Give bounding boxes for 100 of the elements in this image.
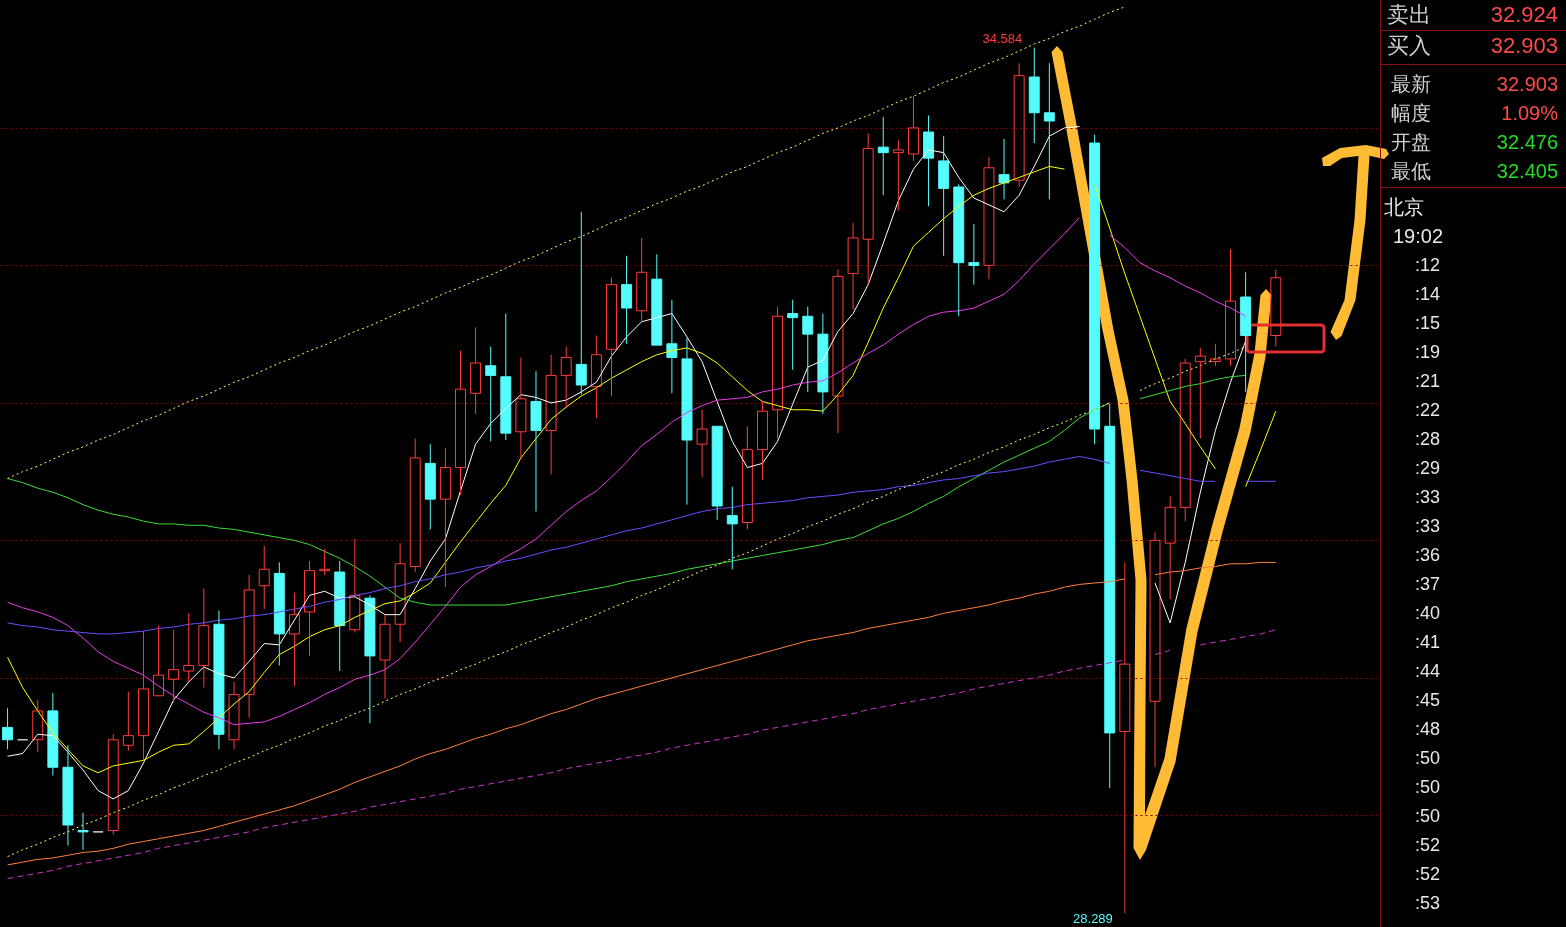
candlestick xyxy=(394,542,406,643)
category-label: 开盘 xyxy=(1391,129,1431,156)
text: 32.903 xyxy=(1490,33,1558,58)
text: :50 xyxy=(1415,747,1441,770)
candlestick xyxy=(137,630,149,761)
candlestick xyxy=(1179,358,1191,522)
candlestick xyxy=(847,222,859,310)
candlestick xyxy=(515,357,527,460)
candlestick xyxy=(485,346,497,442)
candlestick xyxy=(862,132,874,286)
candlestick xyxy=(636,237,648,323)
candlestick xyxy=(606,277,617,397)
text: :41 xyxy=(1415,631,1441,654)
candlestick xyxy=(1043,62,1055,200)
candlestick xyxy=(168,629,180,704)
candlestick xyxy=(726,486,738,570)
candlestick xyxy=(273,561,285,667)
text: :50 xyxy=(1415,805,1441,828)
text: :52 xyxy=(1415,863,1441,886)
candlestick xyxy=(107,733,119,836)
candlestick xyxy=(1164,495,1176,601)
candlestick xyxy=(288,592,300,687)
text: 19:02 xyxy=(1393,224,1444,249)
text: :22 xyxy=(1415,399,1441,422)
text: :37 xyxy=(1415,573,1441,596)
text: :15 xyxy=(1415,312,1441,335)
text: :14 xyxy=(1415,283,1441,306)
candlestick xyxy=(334,560,346,672)
candlestick xyxy=(545,354,557,475)
candlestick xyxy=(228,681,240,750)
candlestick xyxy=(1013,62,1025,188)
text: :29 xyxy=(1415,457,1441,480)
category-label: 幅度 xyxy=(1391,100,1431,127)
text: :12 xyxy=(1415,254,1441,277)
candlestick xyxy=(409,438,421,573)
text: 34.584 xyxy=(982,30,1023,46)
text: :33 xyxy=(1415,486,1441,509)
candlestick xyxy=(666,299,678,394)
candlestick xyxy=(2,707,14,750)
candlestick xyxy=(802,306,814,393)
text: :45 xyxy=(1415,689,1441,712)
candlestick xyxy=(62,744,74,847)
annotation: 28.289 xyxy=(1073,911,1113,927)
candlestick xyxy=(756,401,768,481)
candlestick xyxy=(1104,403,1116,789)
candlestick xyxy=(122,691,134,752)
text: :21 xyxy=(1415,370,1441,393)
candlestick xyxy=(923,115,935,207)
candlestick xyxy=(304,560,315,657)
text: :19 xyxy=(1415,341,1441,364)
candlestick xyxy=(1149,531,1161,768)
candlestick xyxy=(183,612,195,683)
candlestick xyxy=(983,156,995,280)
candlestick xyxy=(590,335,602,419)
candlestick xyxy=(77,812,89,851)
candlestick xyxy=(892,139,904,211)
candlestick xyxy=(439,447,451,588)
candlestick xyxy=(1225,248,1237,367)
text: 32.903 xyxy=(1496,73,1558,95)
candlestick xyxy=(198,588,210,689)
candlestick xyxy=(1270,269,1282,348)
text: 32.476 xyxy=(1496,131,1558,153)
text: :28 xyxy=(1415,428,1441,451)
candlestick xyxy=(560,346,572,409)
candlestick xyxy=(424,443,436,530)
candlestick xyxy=(349,538,361,634)
candlestick xyxy=(696,409,708,478)
candlestick xyxy=(832,269,844,434)
candlestick xyxy=(213,610,225,750)
candlestick xyxy=(379,614,391,700)
candlestick xyxy=(470,326,482,415)
text: :48 xyxy=(1415,718,1441,741)
category-label: 最低 xyxy=(1391,158,1431,185)
candlestick xyxy=(243,574,255,719)
candlestick xyxy=(1119,561,1131,914)
candlestick xyxy=(530,370,542,513)
text: 1.09% xyxy=(1501,102,1558,124)
candlestick xyxy=(817,313,829,415)
text: :40 xyxy=(1415,602,1441,625)
candlestick xyxy=(500,313,512,441)
candlestick xyxy=(455,350,466,496)
category-label: 最新 xyxy=(1391,71,1431,98)
text: :33 xyxy=(1415,515,1441,538)
candlestick xyxy=(772,306,784,440)
candlestick xyxy=(681,337,693,506)
candlestick xyxy=(877,116,889,196)
candlestick xyxy=(938,135,950,257)
candlestick xyxy=(364,594,376,724)
candlestick xyxy=(1089,134,1101,445)
text: 32.405 xyxy=(1496,160,1558,182)
candlestick xyxy=(953,183,965,317)
candlestick xyxy=(319,548,331,576)
candlestick xyxy=(998,138,1010,200)
text: :52 xyxy=(1415,834,1441,857)
text: 北京 xyxy=(1384,194,1424,221)
text: :36 xyxy=(1415,544,1441,567)
candlestick xyxy=(575,211,587,396)
candlestick xyxy=(47,692,59,777)
candlestick xyxy=(32,699,44,753)
candlestick xyxy=(787,299,799,371)
